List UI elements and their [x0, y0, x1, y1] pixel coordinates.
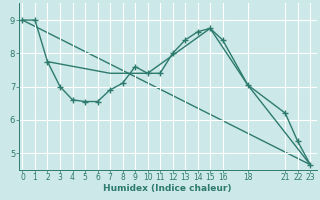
X-axis label: Humidex (Indice chaleur): Humidex (Indice chaleur) — [103, 184, 232, 193]
